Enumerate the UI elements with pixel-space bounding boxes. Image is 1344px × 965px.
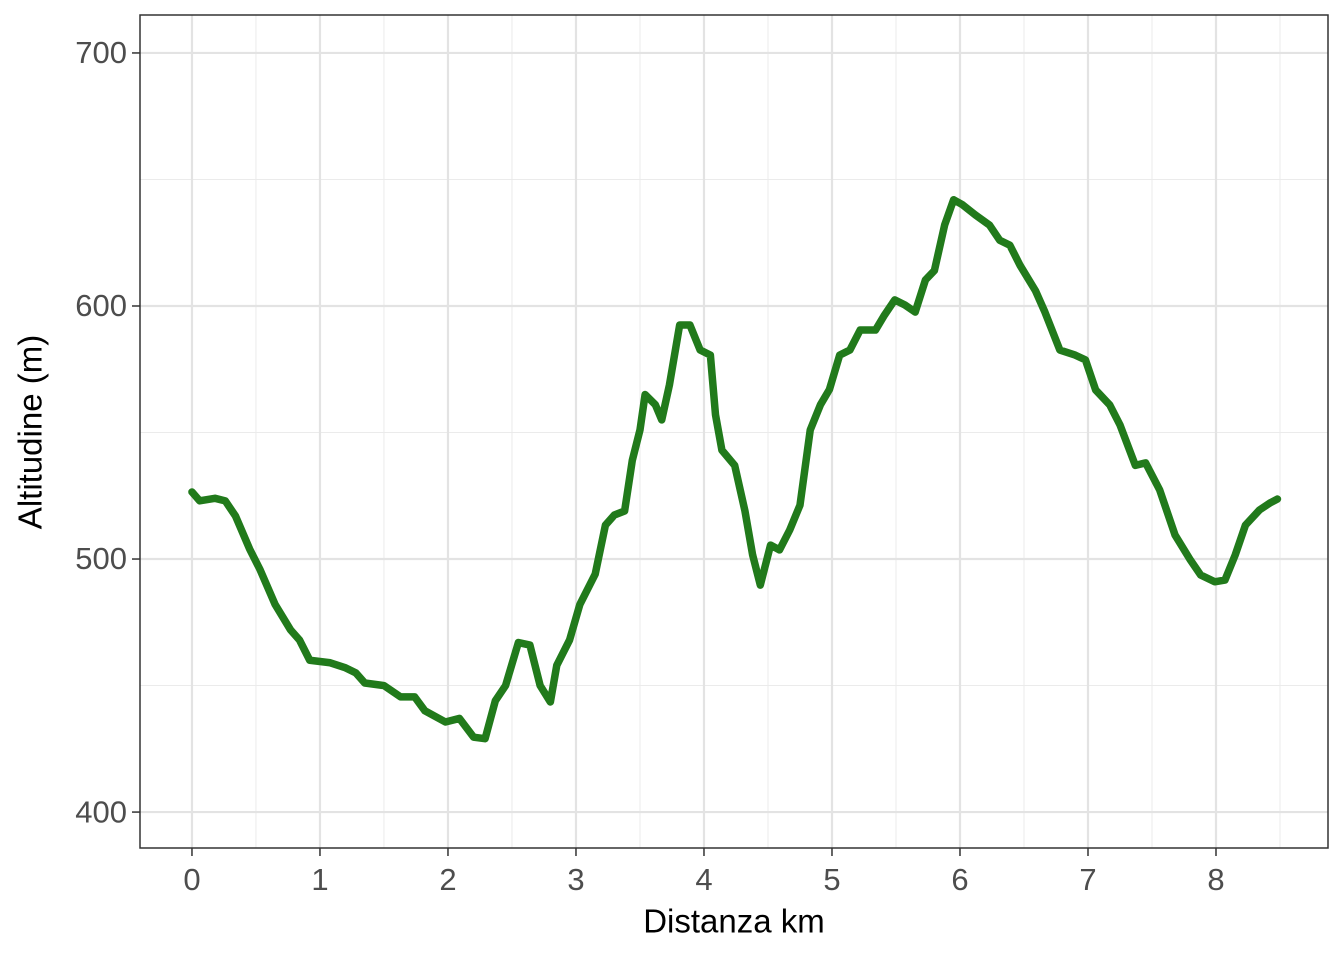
y-tick-label: 500 <box>75 541 127 576</box>
x-tick-label: 6 <box>951 862 968 897</box>
x-tick-label: 8 <box>1207 862 1224 897</box>
y-tick-label: 700 <box>75 35 127 70</box>
y-tick-label: 400 <box>75 794 127 829</box>
line <box>188 195 1282 743</box>
y-tick-label: 600 <box>75 288 127 323</box>
x-tick-label: 0 <box>183 862 200 897</box>
x-tick-label: 5 <box>823 862 840 897</box>
x-tick-label: 1 <box>311 862 328 897</box>
y-axis-title: Altitudine (m) <box>12 335 49 529</box>
x-tick-label: 2 <box>439 862 456 897</box>
x-tick-label: 7 <box>1079 862 1096 897</box>
x-axis-title: Distanza km <box>643 903 825 940</box>
x-tick-label: 3 <box>567 862 584 897</box>
x-tick-label: 4 <box>695 862 712 897</box>
panel-border <box>139 14 1329 849</box>
